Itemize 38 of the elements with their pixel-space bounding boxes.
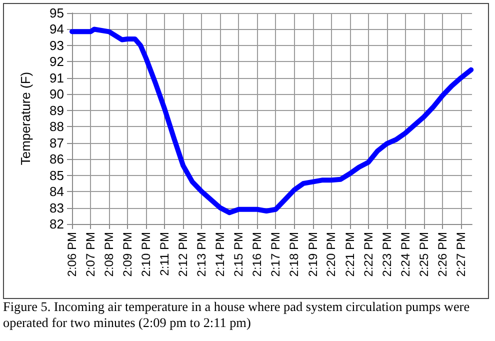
x-tick-label: 2:12 PM (176, 232, 190, 277)
x-tick-label: 2:21 PM (342, 232, 357, 277)
caption: Figure 5. Incoming air temperature in a house where pad system circulation pumps were operated for two minutes (2:09 pm to 2:11 pm) (3, 299, 471, 331)
x-tick-label: 2:16 PM (250, 232, 264, 277)
x-tick-label: 2:09 PM (120, 232, 135, 277)
y-tick-label: 86 (50, 152, 64, 167)
x-tick-label: 2:10 PM (139, 232, 154, 277)
y-tick-label: 93 (50, 38, 64, 53)
x-tick-label: 2:20 PM (324, 232, 338, 277)
y-tick-label: 95 (50, 6, 64, 20)
x-tick-label: 2:24 PM (398, 232, 412, 277)
x-tick-label: 2:26 PM (435, 232, 450, 277)
x-tick-label: 2:17 PM (268, 232, 283, 277)
x-tick-label: 2:19 PM (306, 232, 320, 277)
x-tick-label: 2:14 PM (213, 232, 228, 277)
x-tick-label: 2:07 PM (84, 232, 98, 277)
x-tick-label: 2:13 PM (194, 232, 209, 277)
y-tick-label: 90 (50, 86, 64, 102)
y-tick-label: 83 (50, 200, 64, 216)
y-axis-title: Temperature (F) (18, 72, 33, 166)
x-tick-label: 2:23 PM (380, 232, 394, 277)
x-tick-label: 2:11 PM (158, 232, 172, 276)
x-tick-label: 2:18 PM (287, 232, 302, 277)
x-tick-label: 2:22 PM (361, 232, 376, 277)
x-tick-label: 2:25 PM (416, 232, 431, 277)
y-tick-label: 91 (50, 70, 64, 86)
y-tick-label: 85 (50, 168, 64, 183)
y-tick-label: 89 (50, 102, 64, 118)
y-tick-label: 84 (50, 184, 64, 200)
y-tick-label: 92 (50, 54, 64, 70)
x-tick-label: 2:15 PM (232, 232, 246, 277)
x-tick-label: 2:27 PM (454, 232, 468, 277)
x-tick-label: 2:06 PM (65, 232, 79, 277)
y-tick-label: 82 (50, 216, 64, 232)
y-tick-label: 94 (50, 22, 64, 37)
y-tick-label: 87 (50, 135, 64, 150)
y-tick-label: 88 (50, 119, 64, 134)
x-tick-label: 2:08 PM (102, 232, 116, 277)
